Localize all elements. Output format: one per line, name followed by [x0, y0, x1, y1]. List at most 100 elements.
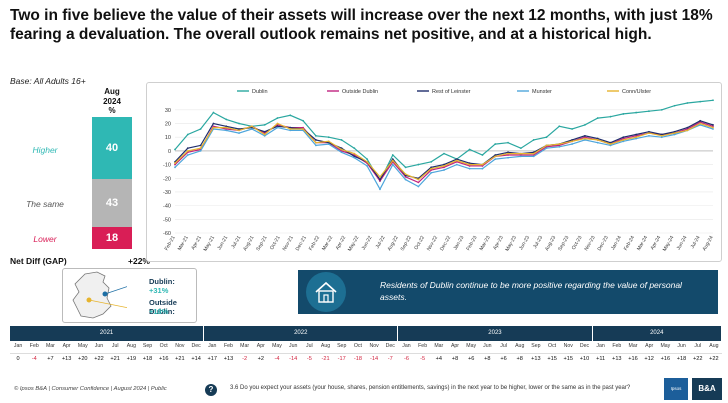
data-point [417, 185, 420, 188]
net-value-cell: -18 [349, 353, 366, 364]
data-point [468, 163, 471, 166]
net-value-cell: -5 [414, 353, 431, 364]
x-tick-label: Nov-23 [583, 235, 596, 252]
data-point [353, 147, 356, 150]
y-tick-label: 10 [165, 135, 171, 141]
data-point [379, 175, 381, 178]
net-value-cell: +20 [74, 353, 91, 364]
data-point [507, 152, 509, 155]
data-point [494, 155, 497, 158]
data-point [276, 126, 279, 129]
ba-logo: B&A [692, 378, 722, 400]
data-point [353, 156, 356, 159]
x-tick-label: Mar-22 [321, 235, 334, 252]
month-header: Apr [645, 343, 654, 349]
data-point [276, 117, 279, 119]
net-value-cell: +8 [446, 353, 464, 364]
data-point [571, 139, 573, 141]
series-line [174, 124, 714, 191]
net-value-cell: +13 [527, 353, 544, 364]
net-value-cell: +19 [123, 353, 140, 364]
data-point [366, 160, 369, 163]
data-point [263, 134, 266, 137]
month-header: Jun [94, 343, 104, 349]
net-diff-label: Net Diff (GAP) [10, 256, 67, 266]
data-point [622, 139, 625, 141]
data-point [712, 99, 714, 102]
x-tick-label: Nov-21 [282, 235, 295, 252]
data-point [289, 126, 292, 129]
y-tick-label: 0 [168, 149, 171, 155]
net-value-cell: +21 [107, 353, 124, 364]
data-point [366, 165, 369, 167]
month-header: Jul [500, 343, 507, 349]
data-point [443, 169, 445, 171]
data-point [648, 130, 650, 133]
month-header: Jun [677, 343, 686, 349]
y-tick-label: 20 [165, 122, 171, 128]
net-value-cell: +7 [42, 353, 59, 364]
house-icon [306, 272, 346, 312]
data-point [327, 140, 330, 143]
month-header: May [660, 343, 671, 349]
month-header: Sep [531, 343, 541, 349]
month-header: May [77, 343, 88, 349]
same-bar: 43 [92, 179, 132, 227]
data-point [212, 126, 215, 129]
x-tick-label: Mar-24 [636, 235, 649, 252]
data-point [571, 128, 573, 130]
data-point [686, 126, 689, 129]
data-point [186, 147, 189, 150]
data-point [302, 126, 304, 129]
x-tick-label: May-24 [662, 235, 676, 253]
data-point [648, 110, 650, 113]
data-point [174, 162, 176, 165]
data-point [276, 122, 279, 125]
data-point [443, 152, 445, 155]
data-point [174, 166, 176, 169]
data-point [558, 144, 561, 147]
data-point [584, 123, 586, 126]
data-point [622, 136, 625, 139]
data-point [250, 125, 253, 128]
x-tick-label: Mar-23 [479, 235, 492, 252]
legend-label: Dublin [252, 89, 268, 95]
data-point [571, 140, 573, 143]
net-diff-table: 2021 2022 2023 2024 Jan Feb Mar Apr May Jun Jul Aug… [10, 326, 722, 373]
x-tick-label: Aug-24 [701, 235, 714, 252]
data-point [622, 113, 625, 115]
x-tick-label: Feb-21 [164, 235, 177, 252]
month-header: Sep [337, 343, 347, 349]
x-tick-label: Feb-23 [465, 235, 478, 252]
data-point [494, 158, 497, 161]
data-point [712, 123, 714, 126]
data-point [635, 133, 638, 136]
net-value-cell: -17 [333, 353, 350, 364]
x-tick-label: May-21 [203, 235, 217, 253]
month-header: Oct [353, 343, 362, 349]
data-point [366, 158, 369, 161]
data-point [494, 143, 497, 145]
month-header: Feb [29, 343, 39, 349]
x-tick-label: Oct-23 [571, 235, 584, 251]
data-point [379, 178, 381, 181]
data-point [584, 134, 586, 137]
data-point [186, 133, 189, 136]
series-line [174, 99, 714, 183]
data-point [596, 139, 599, 141]
month-header: Aug [709, 343, 719, 349]
month-header: Jan [13, 343, 23, 349]
callout-text: Residents of Dublin continue to be more … [380, 280, 682, 302]
net-value-cell: -2 [236, 353, 253, 364]
net-value-cell: +12 [641, 353, 658, 364]
higher-value: 40 [105, 142, 119, 154]
same-label: The same [26, 199, 64, 209]
data-point [609, 141, 612, 144]
higher-bar: 40 [92, 117, 132, 179]
month-header: Mar [45, 343, 55, 349]
net-value-cell: +13 [220, 353, 237, 364]
legend-label: Conn/Ulster [622, 89, 651, 95]
month-header: Aug [515, 343, 525, 349]
month-header: Mar [434, 343, 444, 349]
data-point [481, 165, 484, 167]
